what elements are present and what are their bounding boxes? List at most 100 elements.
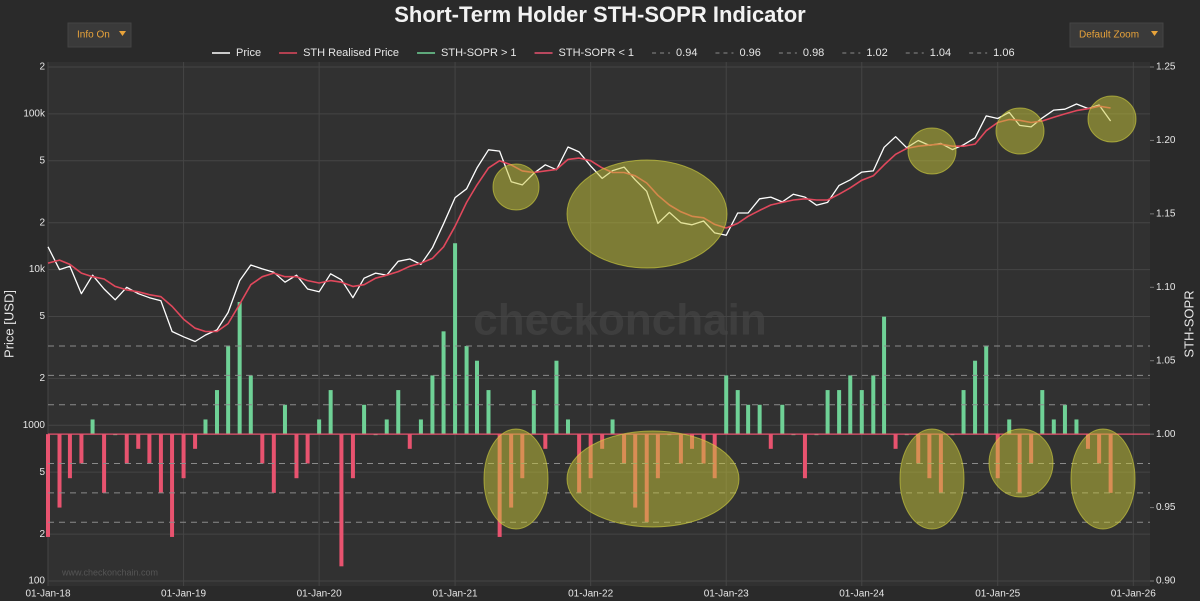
sopr-bar [724,375,729,435]
highlight [492,163,540,211]
sopr-bar [746,404,751,435]
y-tick-label: 2 [39,62,45,73]
sopr-bar [214,390,219,435]
sopr-bar [474,360,479,435]
x-tick-label: 01-Jan-18 [25,589,70,600]
x-tick-label: 01-Jan-24 [839,589,884,600]
x-tick-label: 01-Jan-26 [1111,589,1156,600]
dropdown-arrow[interactable] [1151,31,1158,36]
sopr-bar [543,434,548,449]
y2-tick-label: 1.05 [1156,355,1176,366]
y-tick-label: 5 [39,311,45,322]
sopr-bar [531,390,536,435]
y2-axis-title: STH-SOPR [1181,290,1196,357]
sopr-bar [339,434,344,567]
highlight [995,107,1045,155]
sopr-bar [825,390,830,435]
dropdown-arrow[interactable] [119,31,126,36]
sopr-bar [260,434,265,464]
sopr-bar [973,360,978,435]
sopr-bar [1062,404,1067,435]
sopr-bar [610,419,615,435]
y-tick-label: 10k [29,264,46,275]
sopr-bar [1040,390,1045,435]
sopr-bar [384,419,389,435]
sopr-bar [90,419,95,435]
highlight [1087,95,1137,143]
sopr-bar [305,434,310,464]
y-tick-label: 5 [39,467,45,478]
y-tick-label: 2 [39,373,45,384]
sopr-bar [79,434,84,464]
sopr-bar [441,331,446,435]
zoom-button[interactable]: Default Zoom [1069,22,1164,48]
sopr-bar [430,375,435,435]
sopr-bar [768,434,773,449]
y-tick-label: 100 [28,576,45,587]
sopr-bar [418,419,423,435]
x-tick-label: 01-Jan-19 [161,589,206,600]
y2-tick-label: 0.90 [1156,576,1176,587]
legend-label: Price [236,47,261,59]
y-tick-label: 2 [39,529,45,540]
sopr-bar [147,434,152,464]
highlight [483,428,549,530]
sopr-bar [396,390,401,435]
sopr-bar [565,419,570,435]
legend-label: 1.02 [866,47,887,59]
y2-tick-label: 1.00 [1156,429,1176,440]
sopr-bar [486,390,491,435]
sopr-bar [735,390,740,435]
legend-label: 1.06 [993,47,1014,59]
sopr-bar [350,434,355,479]
legend-label: 0.94 [676,47,697,59]
sopr-bar [1051,419,1056,435]
y2-tick-label: 0.95 [1156,502,1176,513]
info-button-label[interactable]: Info On [77,30,110,41]
info-button-box[interactable] [67,22,132,48]
x-tick-label: 01-Jan-21 [433,589,478,600]
x-tick-label: 01-Jan-23 [704,589,749,600]
sopr-bar [984,346,989,435]
watermark: checkonchain [473,296,766,345]
sopr-bar [170,434,175,537]
sopr-bar [193,434,198,449]
sopr-bar [554,360,559,435]
sopr-bar [453,243,458,435]
info-button[interactable]: Info On [67,22,132,48]
y2-tick-label: 1.15 [1156,208,1176,219]
axes: 01-Jan-18 01-Jan-19 01-Jan-20 01-Jan-21 01-J… [23,62,1176,600]
x-tick-label: 01-Jan-22 [568,589,613,600]
highlight [1070,428,1136,530]
highlight [899,428,965,530]
y-tick-label: 1000 [23,420,46,431]
sopr-bar [837,390,842,435]
x-tick-label: 01-Jan-25 [975,589,1020,600]
sopr-bar [961,390,966,435]
legend-label: 0.96 [739,47,760,59]
legend: Price STH Realised Price STH-SOPR > 1 STH-S… [212,47,1015,59]
sopr-bar [859,390,864,435]
sopr-bar [203,419,208,435]
sopr-bar [802,434,807,479]
zoom-button-label[interactable]: Default Zoom [1079,30,1139,41]
highlight [907,127,957,175]
zoom-button-box[interactable] [1069,22,1164,48]
sopr-bar [317,419,322,435]
sopr-bar [1007,419,1012,435]
sopr-bar [780,404,785,435]
sopr-bar [757,404,762,435]
sopr-bar [1074,419,1079,435]
sopr-bar [362,404,367,435]
legend-label: 0.98 [803,47,824,59]
sopr-bar [328,390,333,435]
highlight [988,428,1054,498]
sopr-bar [848,375,853,435]
x-tick-label: 01-Jan-20 [297,589,342,600]
legend-label: STH Realised Price [303,47,399,59]
sopr-bar [282,404,287,435]
y2-tick-label: 1.10 [1156,282,1176,293]
sopr-bar [237,301,242,435]
legend-label: STH-SOPR < 1 [559,47,635,59]
legend-label: STH-SOPR > 1 [441,47,517,59]
